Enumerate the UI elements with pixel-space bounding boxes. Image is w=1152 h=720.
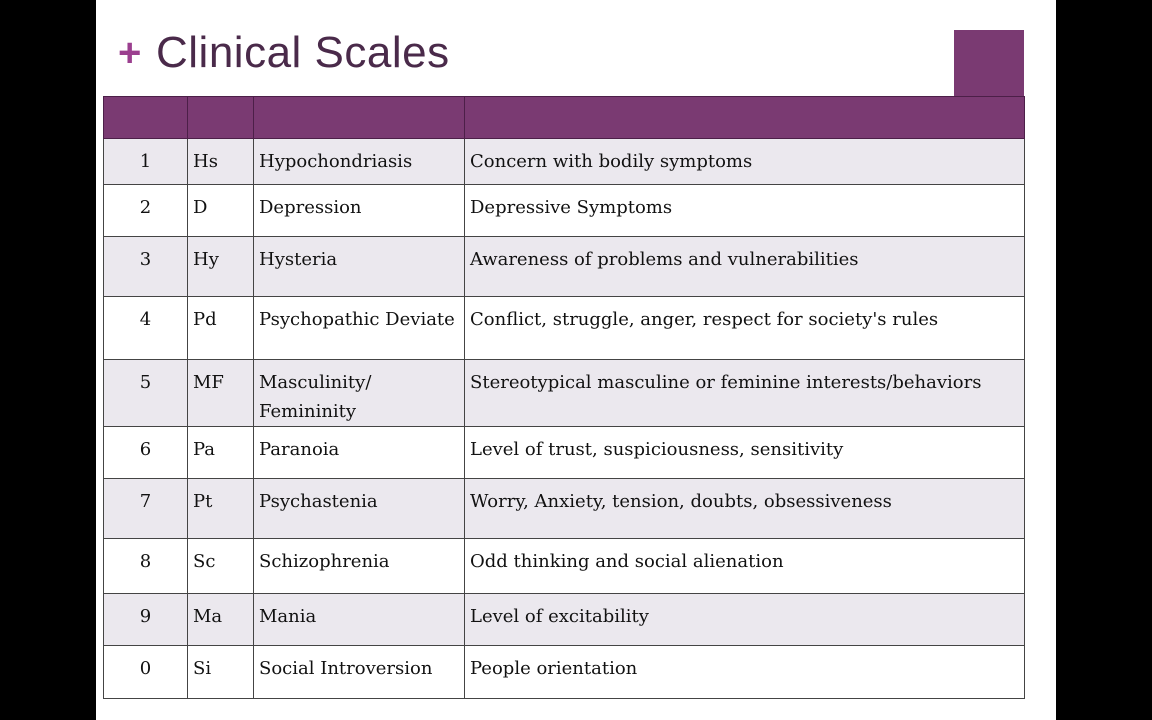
scale-number: 0 (103, 645, 188, 699)
scale-name: Paranoia (253, 426, 465, 479)
scale-description: Conflict, struggle, anger, respect for s… (464, 296, 1025, 360)
scale-name: Social Introversion (253, 645, 465, 699)
scale-number: 7 (103, 478, 188, 539)
scale-number: 6 (103, 426, 188, 479)
header-cell-number (103, 96, 188, 139)
scale-name: Schizophrenia (253, 538, 465, 594)
scale-name: Masculinity/ Femininity (253, 359, 465, 427)
scale-number: 9 (103, 593, 188, 646)
scale-abbreviation: Hy (187, 236, 254, 297)
table-row: 2 D Depression Depressive Symptoms (103, 184, 1025, 237)
scale-description: Awareness of problems and vulnerabilitie… (464, 236, 1025, 297)
table-row: 4 Pd Psychopathic Deviate Conflict, stru… (103, 296, 1025, 360)
table-row: 8 Sc Schizophrenia Odd thinking and soci… (103, 538, 1025, 594)
clinical-scales-table: 1 Hs Hypochondriasis Concern with bodily… (103, 96, 1025, 699)
scale-abbreviation: Hs (187, 138, 254, 185)
scale-abbreviation: Ma (187, 593, 254, 646)
scale-number: 4 (103, 296, 188, 360)
slide-title: Clinical Scales (156, 28, 450, 77)
table-row: 1 Hs Hypochondriasis Concern with bodily… (103, 138, 1025, 185)
scale-number: 5 (103, 359, 188, 427)
scale-number: 2 (103, 184, 188, 237)
plus-bullet-icon: + (118, 31, 142, 75)
table-row: 5 MF Masculinity/ Femininity Stereotypic… (103, 359, 1025, 427)
header-cell-abbreviation (187, 96, 254, 139)
scale-name: Mania (253, 593, 465, 646)
scale-description: Odd thinking and social alienation (464, 538, 1025, 594)
table-row: 0 Si Social Introversion People orientat… (103, 645, 1025, 699)
table-row: 6 Pa Paranoia Level of trust, suspicious… (103, 426, 1025, 479)
scale-name: Psychopathic Deviate (253, 296, 465, 360)
scale-abbreviation: MF (187, 359, 254, 427)
table-row: 3 Hy Hysteria Awareness of problems and … (103, 236, 1025, 297)
header-cell-scale (253, 96, 465, 139)
scale-name: Hypochondriasis (253, 138, 465, 185)
scale-description: Worry, Anxiety, tension, doubts, obsessi… (464, 478, 1025, 539)
scale-abbreviation: Pa (187, 426, 254, 479)
slide: + Clinical Scales 1 Hs Hypochondriasis C… (96, 0, 1056, 720)
scale-abbreviation: Pt (187, 478, 254, 539)
table-row: 9 Ma Mania Level of excitability (103, 593, 1025, 646)
scale-name: Depression (253, 184, 465, 237)
scale-description: Level of trust, suspiciousness, sensitiv… (464, 426, 1025, 479)
scale-description: Stereotypical masculine or feminine inte… (464, 359, 1025, 427)
header-cell-description (464, 96, 1025, 139)
scale-name: Psychastenia (253, 478, 465, 539)
table-header-row (103, 96, 1025, 139)
scale-description: Depressive Symptoms (464, 184, 1025, 237)
scale-number: 1 (103, 138, 188, 185)
scale-description: People orientation (464, 645, 1025, 699)
scale-abbreviation: Si (187, 645, 254, 699)
table-row: 7 Pt Psychastenia Worry, Anxiety, tensio… (103, 478, 1025, 539)
scale-abbreviation: Sc (187, 538, 254, 594)
scale-description: Concern with bodily symptoms (464, 138, 1025, 185)
scale-name: Hysteria (253, 236, 465, 297)
scale-abbreviation: D (187, 184, 254, 237)
scale-description: Level of excitability (464, 593, 1025, 646)
scale-number: 8 (103, 538, 188, 594)
scale-abbreviation: Pd (187, 296, 254, 360)
scale-number: 3 (103, 236, 188, 297)
